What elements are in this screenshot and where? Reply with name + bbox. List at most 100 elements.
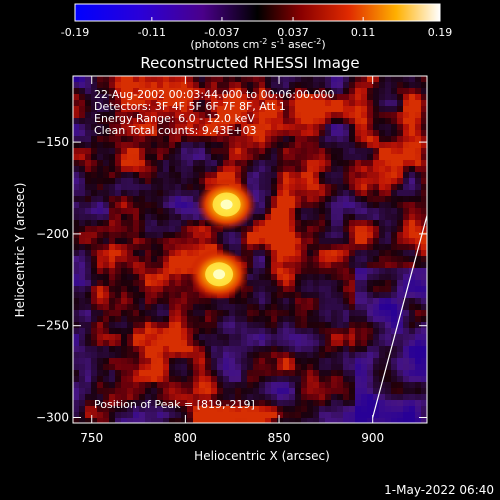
heatmap-cell — [199, 328, 205, 334]
heatmap-cell — [139, 250, 145, 256]
heatmap-cell — [355, 238, 361, 244]
heatmap-cell — [91, 160, 97, 166]
heatmap-cell — [109, 244, 115, 250]
heatmap-cell — [223, 334, 229, 340]
heatmap-cell — [235, 394, 241, 400]
heatmap-cell — [403, 316, 409, 322]
heatmap-cell — [217, 244, 223, 250]
heatmap-cell — [193, 376, 199, 382]
heatmap-cell — [313, 340, 319, 346]
heatmap-cell — [361, 376, 367, 382]
heatmap-cell — [361, 190, 367, 196]
heatmap-cell — [211, 148, 217, 154]
heatmap-cell — [79, 136, 85, 142]
heatmap-cell — [229, 172, 235, 178]
heatmap-cell — [403, 358, 409, 364]
heatmap-cell — [235, 334, 241, 340]
heatmap-cell — [157, 286, 163, 292]
heatmap-cell — [289, 418, 295, 423]
heatmap-cell — [325, 322, 331, 328]
heatmap-cell — [391, 124, 397, 130]
heatmap-cell — [307, 94, 313, 100]
heatmap-cell — [121, 94, 127, 100]
heatmap-cell — [229, 94, 235, 100]
heatmap-cell — [253, 274, 259, 280]
heatmap-cell — [247, 286, 253, 292]
heatmap-cell — [325, 358, 331, 364]
heatmap-cell — [355, 112, 361, 118]
heatmap-cell — [355, 286, 361, 292]
heatmap-cell — [331, 406, 337, 412]
heatmap-cell — [385, 214, 391, 220]
heatmap-cell — [187, 178, 193, 184]
heatmap-cell — [253, 124, 259, 130]
heatmap-cell — [289, 406, 295, 412]
heatmap-cell — [133, 346, 139, 352]
heatmap-cell — [271, 280, 277, 286]
heatmap-cell — [325, 184, 331, 190]
heatmap-cell — [145, 184, 151, 190]
heatmap-cell — [205, 406, 211, 412]
heatmap-cell — [367, 136, 373, 142]
heatmap-cell — [373, 304, 379, 310]
heatmap-cell — [355, 364, 361, 370]
heatmap-cell — [307, 280, 313, 286]
heatmap-cell — [367, 388, 373, 394]
heatmap-cell — [343, 172, 349, 178]
heatmap-cell — [253, 100, 259, 106]
heatmap-cell — [403, 118, 409, 124]
heatmap-cell — [331, 322, 337, 328]
heatmap-cell — [385, 238, 391, 244]
heatmap-cell — [73, 244, 79, 250]
heatmap-cell — [349, 310, 355, 316]
heatmap-cell — [259, 388, 265, 394]
heatmap-cell — [85, 196, 91, 202]
heatmap-cell — [361, 358, 367, 364]
heatmap-cell — [127, 316, 133, 322]
heatmap-cell — [241, 376, 247, 382]
heatmap-cell — [85, 172, 91, 178]
heatmap-cell — [409, 208, 415, 214]
heatmap-cell — [277, 316, 283, 322]
heatmap-cell — [79, 124, 85, 130]
heatmap-cell — [97, 214, 103, 220]
heatmap-cell — [385, 88, 391, 94]
heatmap-cell — [349, 232, 355, 238]
heatmap-cell — [397, 202, 403, 208]
heatmap-cell — [283, 208, 289, 214]
heatmap-cell — [199, 94, 205, 100]
heatmap-cell — [97, 94, 103, 100]
heatmap-cell — [421, 304, 427, 310]
heatmap-cell — [151, 166, 157, 172]
heatmap-cell — [85, 118, 91, 124]
heatmap-cell — [301, 106, 307, 112]
heatmap-cell — [295, 76, 301, 82]
heatmap-cell — [181, 130, 187, 136]
heatmap-cell — [337, 148, 343, 154]
heatmap-cell — [85, 250, 91, 256]
heatmap-cell — [361, 322, 367, 328]
heatmap-cell — [73, 370, 79, 376]
heatmap-cell — [85, 388, 91, 394]
heatmap-cell — [289, 370, 295, 376]
heatmap-cell — [223, 88, 229, 94]
heatmap-cell — [253, 148, 259, 154]
heatmap-cell — [355, 160, 361, 166]
heatmap-cell — [271, 166, 277, 172]
heatmap-cell — [421, 322, 427, 328]
heatmap-cell — [169, 160, 175, 166]
heatmap-cell — [205, 244, 211, 250]
heatmap-cell — [403, 400, 409, 406]
heatmap-cell — [259, 406, 265, 412]
heatmap-cell — [133, 226, 139, 232]
heatmap-cell — [151, 340, 157, 346]
heatmap-cell — [409, 382, 415, 388]
heatmap-cell — [199, 166, 205, 172]
heatmap-cell — [409, 364, 415, 370]
heatmap-cell — [223, 310, 229, 316]
heatmap-cell — [163, 274, 169, 280]
heatmap-cell — [325, 262, 331, 268]
heatmap-cell — [295, 154, 301, 160]
heatmap-cell — [103, 274, 109, 280]
heatmap-cell — [373, 280, 379, 286]
